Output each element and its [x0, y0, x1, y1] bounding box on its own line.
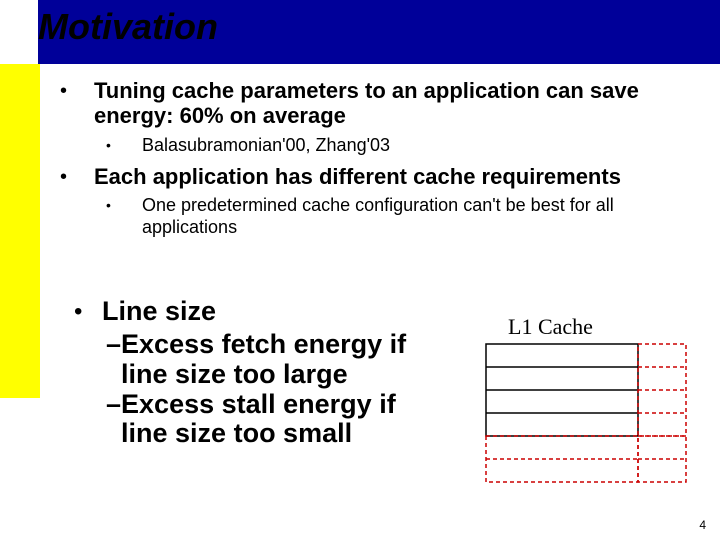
bullet-text: Balasubramonian'00, Zhang'03 [142, 135, 690, 157]
bullet-level1: • Each application has different cache r… [50, 164, 690, 189]
title-bar: Motivation [0, 0, 720, 64]
lower-content: • Line size – Excess fetch energy if lin… [74, 296, 434, 449]
yellow-strip [0, 64, 40, 398]
bullet-text: Tuning cache parameters to an applicatio… [94, 78, 690, 129]
bullet-text: One predetermined cache configuration ca… [142, 195, 690, 238]
bullet-level2-dash: – Excess fetch energy if line size too l… [106, 330, 434, 389]
main-content: • Tuning cache parameters to an applicat… [50, 78, 690, 243]
bullet-text: Excess fetch energy if line size too lar… [121, 330, 434, 389]
bullet-text: Each application has different cache req… [94, 164, 690, 189]
bullet-text: Line size [102, 296, 216, 326]
bullet-level2: • One predetermined cache configuration … [102, 195, 690, 238]
bullet-level1: • Line size [74, 296, 434, 326]
bullet-level2: • Balasubramonian'00, Zhang'03 [102, 135, 690, 157]
cache-dashed-corner [638, 436, 686, 482]
slide-title: Motivation [38, 0, 218, 48]
cache-label: L1 Cache [508, 314, 593, 340]
cache-solid-box [486, 344, 638, 436]
bullet-marker: • [74, 296, 102, 326]
bullet-text: Excess stall energy if line size too sma… [121, 390, 434, 449]
dash-marker: – [106, 390, 121, 449]
bullet-marker: • [102, 135, 142, 157]
bullet-marker: • [50, 164, 94, 189]
bullet-level2-dash: – Excess stall energy if line size too s… [106, 390, 434, 449]
cache-dashed-bottom [486, 436, 638, 482]
bullet-marker: • [50, 78, 94, 129]
slide-number: 4 [699, 518, 706, 532]
bullet-marker: • [102, 195, 142, 238]
slide: Motivation • Tuning cache parameters to … [0, 0, 720, 540]
cache-dashed-right [638, 344, 686, 436]
bullet-level1: • Tuning cache parameters to an applicat… [50, 78, 690, 129]
dash-marker: – [106, 330, 121, 389]
